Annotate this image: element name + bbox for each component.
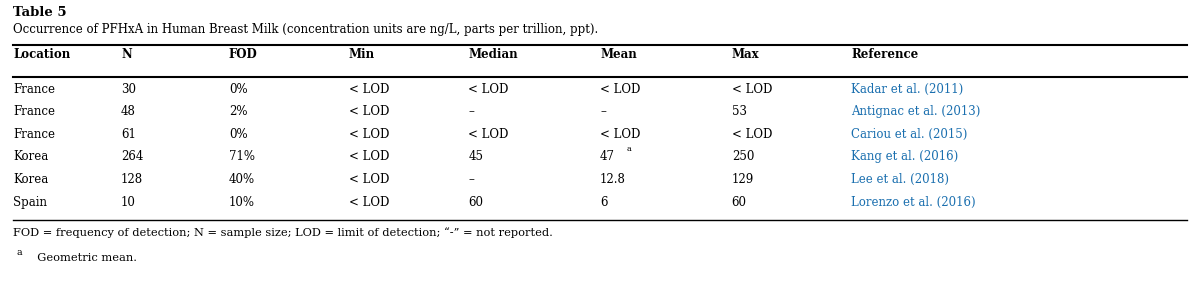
Text: Kadar et al. (2011): Kadar et al. (2011) — [852, 83, 964, 96]
Text: 128: 128 — [121, 173, 143, 186]
Text: < LOD: < LOD — [348, 105, 389, 118]
Text: 0%: 0% — [229, 83, 247, 96]
Text: France: France — [13, 105, 55, 118]
Text: < LOD: < LOD — [348, 128, 389, 141]
Text: Reference: Reference — [852, 48, 919, 61]
Text: < LOD: < LOD — [732, 128, 772, 141]
Text: 71%: 71% — [229, 150, 254, 163]
Text: 129: 129 — [732, 173, 754, 186]
Text: < LOD: < LOD — [348, 150, 389, 163]
Text: N: N — [121, 48, 132, 61]
Text: Kang et al. (2016): Kang et al. (2016) — [852, 150, 959, 163]
Text: Occurrence of PFHxA in Human Breast Milk (concentration units are ng/L, parts pe: Occurrence of PFHxA in Human Breast Milk… — [13, 23, 599, 36]
Text: < LOD: < LOD — [348, 173, 389, 186]
Text: Korea: Korea — [13, 173, 49, 186]
Text: –: – — [468, 105, 474, 118]
Text: Geometric mean.: Geometric mean. — [30, 253, 137, 263]
Text: 53: 53 — [732, 105, 746, 118]
Text: a: a — [17, 248, 23, 257]
Text: FOD = frequency of detection; N = sample size; LOD = limit of detection; “-” = n: FOD = frequency of detection; N = sample… — [13, 227, 553, 238]
Text: Antignac et al. (2013): Antignac et al. (2013) — [852, 105, 980, 118]
Text: 40%: 40% — [229, 173, 254, 186]
Text: 250: 250 — [732, 150, 754, 163]
Text: 61: 61 — [121, 128, 136, 141]
Text: < LOD: < LOD — [732, 83, 772, 96]
Text: 0%: 0% — [229, 128, 247, 141]
Text: 47: 47 — [600, 150, 616, 163]
Text: Lorenzo et al. (2016): Lorenzo et al. (2016) — [852, 196, 976, 209]
Text: France: France — [13, 128, 55, 141]
Text: Spain: Spain — [13, 196, 47, 209]
Text: Korea: Korea — [13, 150, 49, 163]
Text: 6: 6 — [600, 196, 607, 209]
Text: < LOD: < LOD — [600, 83, 641, 96]
Text: 10%: 10% — [229, 196, 254, 209]
Text: 12.8: 12.8 — [600, 173, 626, 186]
Text: < LOD: < LOD — [348, 196, 389, 209]
Text: 45: 45 — [468, 150, 484, 163]
Text: Lee et al. (2018): Lee et al. (2018) — [852, 173, 949, 186]
Text: 48: 48 — [121, 105, 136, 118]
Text: Min: Min — [348, 48, 374, 61]
Text: 264: 264 — [121, 150, 144, 163]
Text: France: France — [13, 83, 55, 96]
Text: a: a — [626, 145, 631, 153]
Text: Table 5: Table 5 — [13, 6, 67, 19]
Text: 30: 30 — [121, 83, 136, 96]
Text: Median: Median — [468, 48, 518, 61]
Text: < LOD: < LOD — [348, 83, 389, 96]
Text: < LOD: < LOD — [468, 83, 509, 96]
Text: 10: 10 — [121, 196, 136, 209]
Text: 60: 60 — [732, 196, 746, 209]
Text: < LOD: < LOD — [600, 128, 641, 141]
Text: –: – — [600, 105, 606, 118]
Text: Max: Max — [732, 48, 760, 61]
Text: Cariou et al. (2015): Cariou et al. (2015) — [852, 128, 967, 141]
Text: Location: Location — [13, 48, 71, 61]
Text: Mean: Mean — [600, 48, 637, 61]
Text: 2%: 2% — [229, 105, 247, 118]
Text: –: – — [468, 173, 474, 186]
Text: FOD: FOD — [229, 48, 258, 61]
Text: < LOD: < LOD — [468, 128, 509, 141]
Text: 60: 60 — [468, 196, 484, 209]
